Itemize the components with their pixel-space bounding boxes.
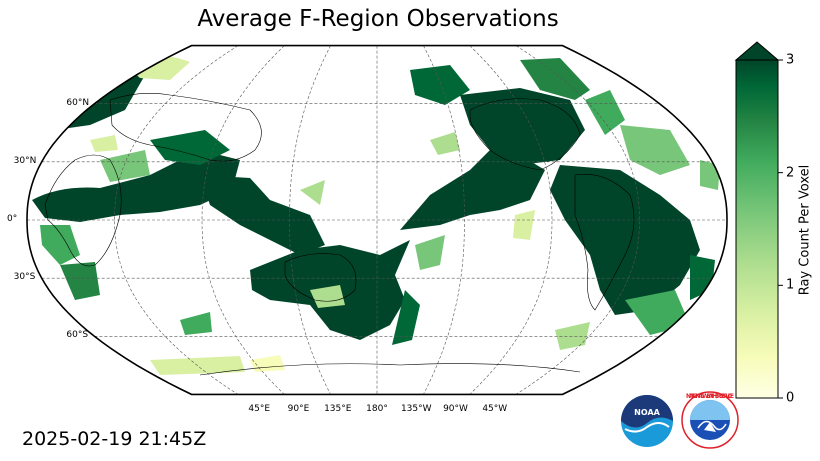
- longitude-gridline: [469, 45, 553, 395]
- longitude-label: 180°: [366, 404, 388, 414]
- colorbar-tick-label: 0: [786, 390, 795, 406]
- colorbar-tick-label: 3: [786, 52, 795, 68]
- longitude-gridline: [289, 45, 331, 395]
- colorbar: [734, 41, 783, 399]
- colorbar-tick-label: 1: [786, 277, 795, 293]
- longitude-gridline: [423, 45, 465, 395]
- page-title: Average F-Region Observations: [197, 6, 559, 32]
- longitude-label: 45°E: [248, 404, 271, 414]
- high-region-south-america: [550, 165, 700, 315]
- longitude-label: 90°W: [443, 404, 468, 414]
- colorbar-tick-label: 2: [786, 165, 795, 181]
- high-region-africa: [32, 150, 240, 222]
- nws-logo-text: NATIONAL WEATHER SERVICE: [686, 393, 734, 400]
- latitude-label: 60°N: [66, 97, 90, 108]
- coastlines: [44, 93, 635, 376]
- longitude-label: 45°W: [482, 404, 508, 414]
- latitude-label: 0°: [7, 214, 18, 224]
- longitude-gridline: [201, 45, 285, 395]
- colorbar-label: Ray Count Per Voxel: [797, 164, 813, 296]
- latitude-label: 60°S: [66, 330, 89, 341]
- latitude-label: 30°S: [13, 272, 36, 283]
- noaa-logo: NOAA: [621, 395, 673, 447]
- colorbar-gradient: [735, 59, 779, 399]
- high-region-pacific: [400, 150, 545, 230]
- high-region-indian-ocean: [200, 175, 325, 255]
- colorbar-extension-arrow: [734, 41, 780, 61]
- map-boundary: [26, 44, 728, 396]
- nws-logo: NATIONAL WEATHER SERVICE: [681, 391, 739, 449]
- high-region-north-america: [460, 88, 585, 165]
- timestamp: 2025-02-19 21:45Z: [22, 428, 207, 450]
- latitude-label: 30°N: [13, 155, 37, 166]
- longitude-label: 90°E: [287, 404, 310, 414]
- longitude-label: 135°W: [400, 404, 432, 414]
- longitude-label: 135°E: [324, 404, 352, 414]
- noaa-logo-text: NOAA: [634, 408, 660, 417]
